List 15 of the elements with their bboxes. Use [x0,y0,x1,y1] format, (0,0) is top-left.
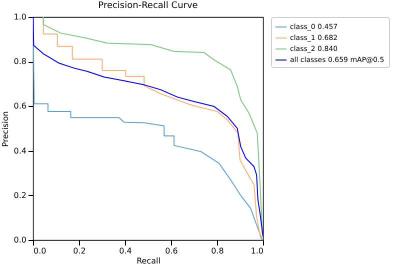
x-tick-label: 0.0 [34,246,46,256]
x-tick-label: 0.2 [73,246,86,256]
x-tick-label: 0.8 [211,246,224,256]
x-tick-label: 0.4 [119,246,132,256]
y-tick-label: 0.0 [14,236,26,244]
x-tick-label: 0.6 [165,246,178,256]
y-tick-label: 0.2 [14,190,26,200]
y-tick-label: 0.6 [14,102,26,111]
y-tick-label: 0.4 [14,146,26,156]
x-tick-label: 1.0 [250,246,264,256]
x-axis-title: Recall [136,256,160,266]
chart-title: Precision-Recall Curve [98,1,198,11]
y-axis-title: Precision [0,111,10,147]
y-tick-label: 1.0 [14,12,26,22]
y-tick-label: 0.8 [14,57,26,66]
